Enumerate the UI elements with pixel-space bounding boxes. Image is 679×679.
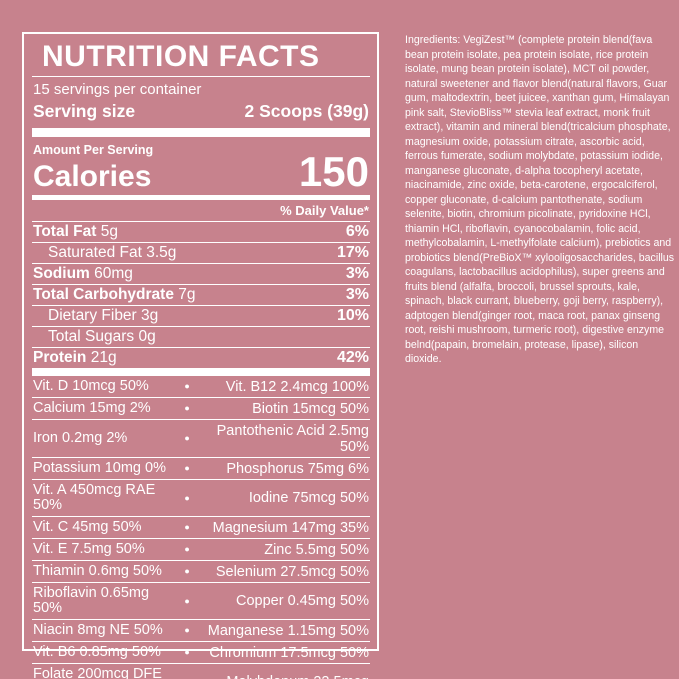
ingredients-text: Ingredients: VegiZest™ (complete protein…: [405, 34, 675, 365]
bullet-icon: ●: [184, 381, 190, 391]
nutrient-row-sodium: Sodium 60mg 3%: [32, 264, 370, 285]
vitamin-right: Pantothenic Acid 2.5mg 50%: [216, 422, 369, 455]
nutrient-amount: 3.5g: [146, 244, 177, 261]
nutrient-amount: 21g: [90, 349, 117, 366]
vitamin-left: Thiamin 0.6mg 50%: [33, 562, 162, 579]
nutrient-name: Sodium: [33, 265, 90, 282]
nutrient-dv: 17%: [336, 244, 369, 261]
nutrient-amount: 0g: [138, 328, 156, 345]
vitamin-left: Potassium 10mg 0%: [33, 459, 166, 476]
nutrient-amount: 3g: [141, 307, 159, 324]
vitamin-right: Zinc 5.5mg 50%: [264, 541, 369, 558]
bullet-icon: ●: [184, 522, 190, 532]
bullet-icon: ●: [184, 403, 190, 413]
nutrient-row-saturated-fat: Saturated Fat 3.5g 17%: [32, 243, 370, 264]
nutrient-name: Protein: [33, 349, 87, 366]
nutrient-row-protein: Protein 21g 42%: [32, 348, 370, 368]
serving-size-value: 2 Scoops (39g): [244, 101, 369, 121]
thick-separator: [32, 128, 370, 137]
calories-value: 150: [298, 148, 369, 195]
vitamin-row: Vit. B6 0.85mg 50% ● Chromium 17.5mcg 50…: [32, 642, 370, 664]
nutrient-row-total-fat: Total Fat 5g 6%: [32, 222, 370, 243]
nutrient-name: Total Carbohydrate: [33, 286, 174, 303]
calories-row: Calories 150: [32, 148, 370, 195]
vitamin-left: Vit. B6 0.85mg 50%: [33, 643, 161, 660]
vitamin-row: Iron 0.2mg 2% ● Pantothenic Acid 2.5mg 5…: [32, 420, 370, 458]
serving-size-row: Serving size 2 Scoops (39g): [32, 99, 370, 128]
vitamin-right: Copper 0.45mg 50%: [236, 593, 369, 609]
vitamin-row: Potassium 10mg 0% ● Phosphorus 75mg 6%: [32, 458, 370, 480]
amount-per-serving-label: Amount Per Serving: [33, 143, 154, 157]
nutrient-name: Total Sugars: [48, 328, 135, 345]
label-title: NUTRITION FACTS: [42, 40, 320, 73]
daily-value-header: % Daily Value*: [32, 200, 370, 222]
vitamin-row: Vit. C 45mg 50% ● Magnesium 147mg 35%: [32, 517, 370, 539]
vitamin-right: Selenium 27.5mcg 50%: [215, 563, 369, 580]
bullet-icon: ●: [184, 463, 190, 473]
vitamin-row: Riboflavin 0.65mg 50% ● Copper 0.45mg 50…: [32, 583, 370, 620]
vitamin-left: Vit. C 45mg 50%: [33, 518, 142, 535]
bullet-icon: ●: [184, 625, 190, 635]
nutrient-dv: 3%: [345, 286, 369, 303]
nutrient-row-total-sugars: Total Sugars 0g: [32, 327, 370, 348]
nutrient-name: Saturated Fat: [48, 244, 142, 261]
nutrition-facts-label: NUTRITION FACTS 15 servings per containe…: [22, 32, 379, 679]
vitamin-row: Vit. D 10mcg 50% ● Vit. B12 2.4mcg 100%: [32, 376, 370, 398]
servings-per-container: 15 servings per container: [33, 81, 202, 98]
bullet-icon: ●: [184, 595, 190, 606]
vitamin-right: Vit. B12 2.4mcg 100%: [225, 378, 369, 395]
nutrient-amount: 60mg: [94, 265, 133, 282]
vitamin-row: Thiamin 0.6mg 50% ● Selenium 27.5mcg 50%: [32, 561, 370, 583]
nutrient-dv: 6%: [345, 223, 369, 240]
bullet-icon: ●: [184, 566, 190, 576]
vitamin-right: Biotin 15mcg 50%: [252, 400, 369, 417]
vitamin-left: Vit. D 10mcg 50%: [33, 377, 149, 394]
calories-label: Calories: [33, 160, 152, 193]
vitamin-row: Vit. E 7.5mg 50% ● Zinc 5.5mg 50%: [32, 539, 370, 561]
vitamin-row: Folate 200mcg DFE 50% (120mcg Folic Acid…: [32, 664, 370, 679]
vitamin-left: Niacin 8mg NE 50%: [33, 621, 163, 638]
nutrient-dv: 3%: [345, 265, 369, 282]
vitamin-right: Manganese 1.15mg 50%: [207, 622, 369, 639]
vitamin-right: Chromium 17.5mcg 50%: [209, 644, 369, 661]
vitamin-row: Calcium 15mg 2% ● Biotin 15mcg 50%: [32, 398, 370, 420]
vitamin-left: Riboflavin 0.65mg 50%: [33, 584, 150, 616]
nutrient-name: Dietary Fiber: [48, 307, 137, 324]
vitamin-right: Phosphorus 75mg 6%: [226, 460, 369, 477]
serving-size-label: Serving size: [33, 101, 136, 121]
thick-separator: [32, 368, 370, 376]
nutrient-dv: 42%: [336, 349, 369, 366]
thick-separator: [32, 195, 370, 200]
nutrient-name: Total Fat: [33, 223, 97, 240]
vitamin-row: Vit. A 450mcg RAE 50% ● Iodine 75mcg 50%: [32, 480, 370, 517]
vitamin-left: Folate 200mcg DFE 50% (120mcg Folic Acid…: [33, 665, 162, 679]
bullet-icon: ●: [184, 433, 190, 443]
nutrient-amount: 5g: [100, 223, 118, 240]
vitamin-left: Vit. A 450mcg RAE 50%: [33, 481, 156, 513]
nutrient-amount: 7g: [178, 286, 196, 303]
vitamin-left: Iron 0.2mg 2%: [33, 429, 128, 446]
title-divider: [32, 76, 370, 77]
nutrient-row-total-carbohydrate: Total Carbohydrate 7g 3%: [32, 285, 370, 306]
nutrient-dv: 10%: [336, 307, 369, 324]
bullet-icon: ●: [184, 647, 190, 657]
vitamin-row: Niacin 8mg NE 50% ● Manganese 1.15mg 50%: [32, 620, 370, 642]
vitamin-left: Vit. E 7.5mg 50%: [33, 540, 145, 557]
vitamin-right: Molybdenum 22.5mcg 50%: [200, 674, 369, 679]
bullet-icon: ●: [184, 544, 190, 554]
bullet-icon: ●: [184, 492, 190, 503]
vitamin-right: Iodine 75mcg 50%: [248, 490, 369, 506]
nutrient-row-dietary-fiber: Dietary Fiber 3g 10%: [32, 306, 370, 327]
vitamin-right: Magnesium 147mg 35%: [212, 519, 369, 536]
vitamin-left: Calcium 15mg 2%: [33, 399, 151, 416]
